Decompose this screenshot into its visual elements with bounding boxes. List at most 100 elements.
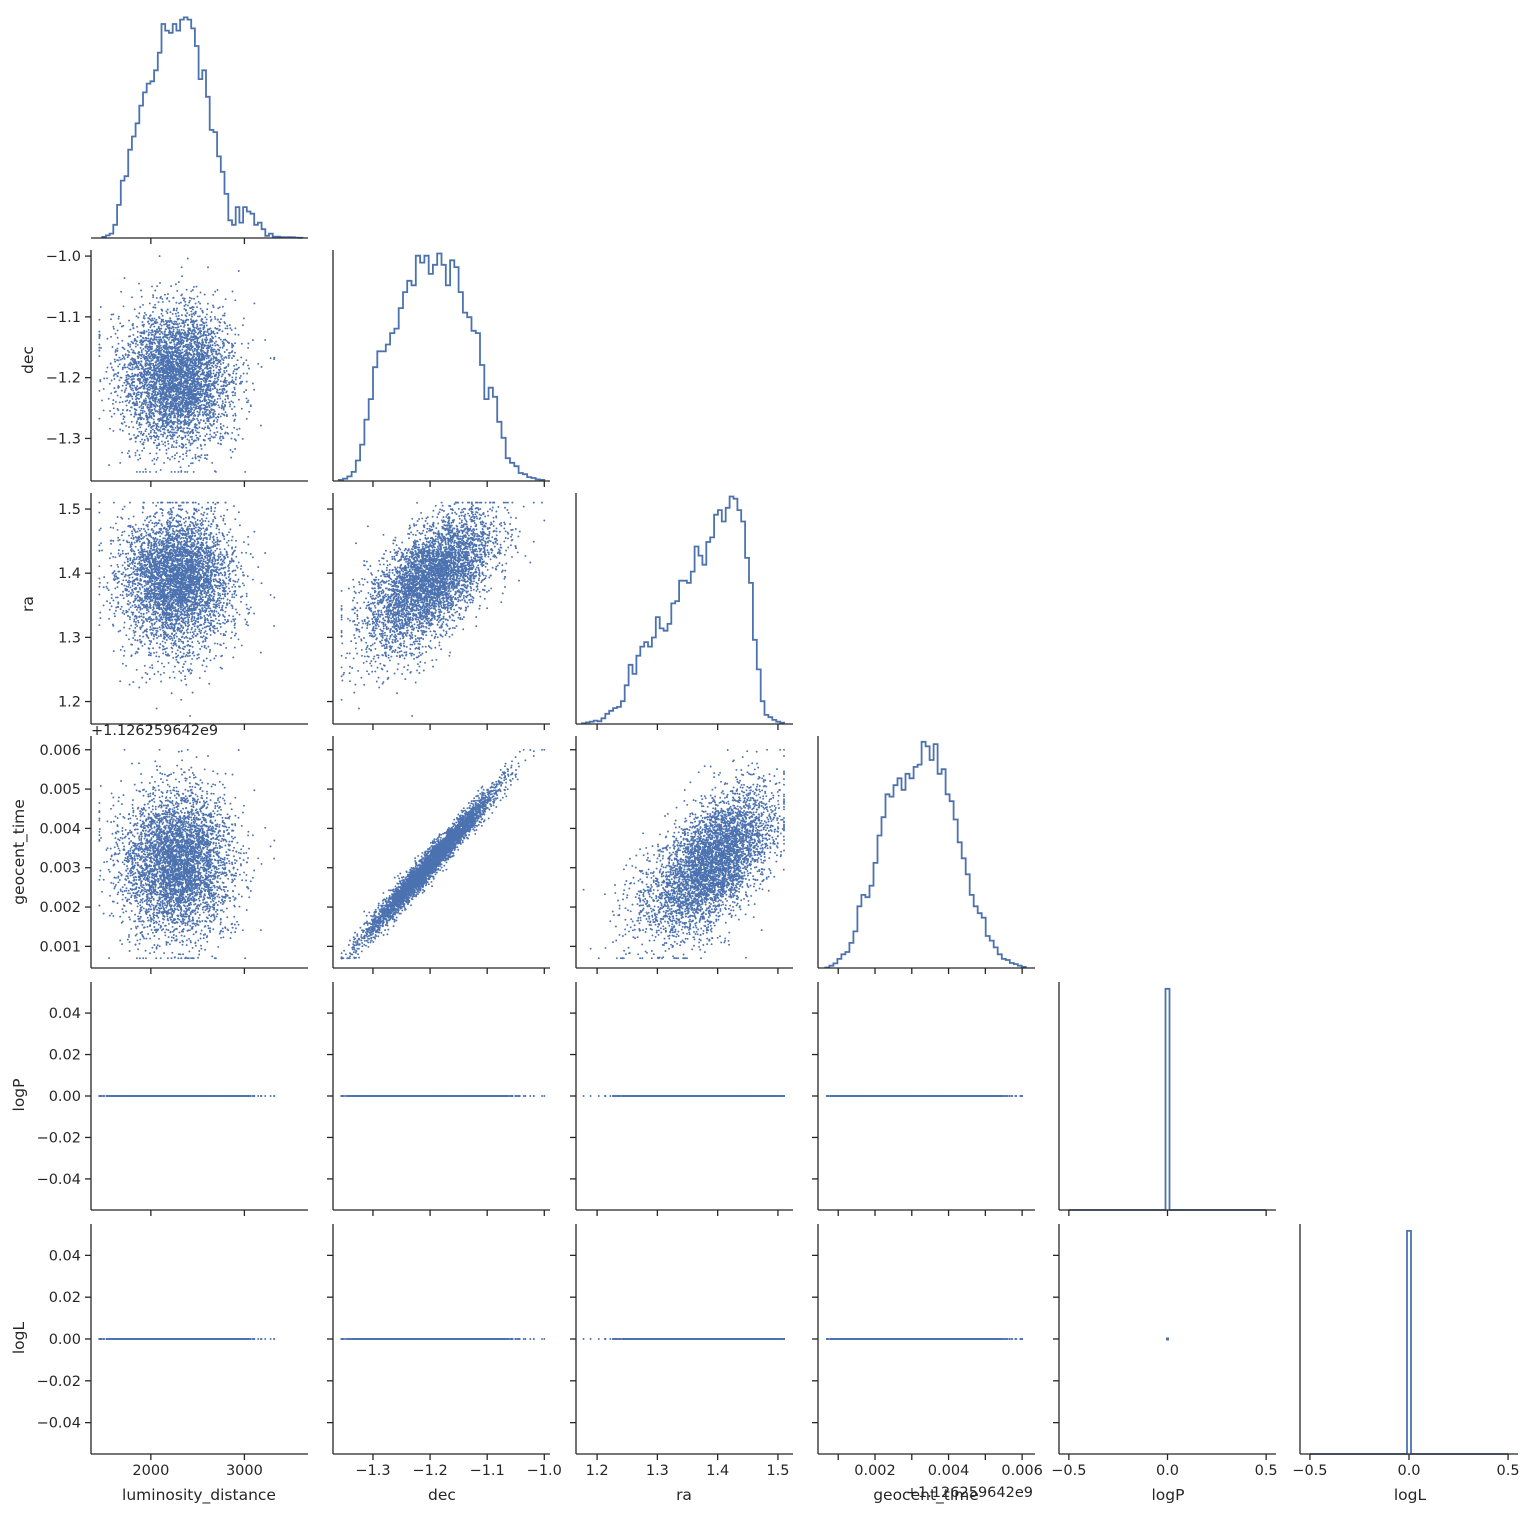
scatter-point <box>153 430 155 432</box>
scatter-point <box>148 331 150 333</box>
scatter-point <box>206 308 208 310</box>
scatter-point <box>210 316 212 318</box>
scatter-point <box>207 266 209 268</box>
scatter-point <box>212 344 214 346</box>
scatter-point <box>174 343 176 345</box>
scatter-point <box>151 348 153 350</box>
scatter-point <box>122 385 124 387</box>
scatter-point <box>139 426 141 428</box>
scatter-point <box>188 314 190 316</box>
scatter-point <box>237 359 239 361</box>
scatter-point <box>122 412 124 414</box>
scatter-point <box>196 424 198 426</box>
scatter-point <box>155 471 157 473</box>
scatter-point <box>217 419 219 421</box>
scatter-point <box>144 439 146 441</box>
scatter-point <box>233 387 235 389</box>
scatter-point <box>243 317 245 319</box>
scatter-point <box>158 301 160 303</box>
scatter-point <box>205 422 207 424</box>
scatter-point <box>178 333 180 335</box>
scatter-point <box>252 383 254 385</box>
scatter-point <box>171 456 173 458</box>
scatter-point <box>243 391 245 393</box>
scatter-point <box>176 452 178 454</box>
scatter-point <box>156 459 158 461</box>
scatter-point <box>123 305 125 307</box>
scatter-point <box>152 350 154 352</box>
scatter-point <box>128 426 130 428</box>
scatter-point <box>183 299 185 301</box>
scatter-point <box>188 465 190 467</box>
scatter-point <box>217 328 219 330</box>
scatter-point <box>167 293 169 295</box>
scatter-point <box>143 315 145 317</box>
scatter-point <box>184 324 186 326</box>
scatter-point <box>218 395 220 397</box>
scatter-point <box>206 458 208 460</box>
scatter-point <box>112 430 114 432</box>
scatter-point <box>180 378 182 380</box>
scatter-point <box>198 426 200 428</box>
scatter-point <box>171 429 173 431</box>
scatter-point <box>128 402 130 404</box>
scatter-point <box>117 329 119 331</box>
scatter-point <box>188 442 190 444</box>
scatter-point <box>129 365 131 367</box>
scatter-point <box>127 355 129 357</box>
scatter-point <box>247 364 249 366</box>
scatter-point <box>246 373 248 375</box>
scatter-point <box>125 387 127 389</box>
scatter-point <box>203 439 205 441</box>
scatter-point <box>145 398 147 400</box>
scatter-point <box>153 341 155 343</box>
scatter-point <box>200 292 202 294</box>
scatter-point <box>224 399 226 401</box>
scatter-point <box>217 345 219 347</box>
scatter-point <box>201 427 203 429</box>
scatter-point <box>162 443 164 445</box>
scatter-point <box>159 323 161 325</box>
scatter-point <box>183 334 185 336</box>
scatter-point <box>129 362 131 364</box>
scatter-point <box>135 346 137 348</box>
scatter-point <box>167 457 169 459</box>
scatter-point <box>223 370 225 372</box>
scatter-point <box>173 446 175 448</box>
scatter-point <box>184 471 186 473</box>
scatter-point <box>137 331 139 333</box>
scatter-point <box>170 438 172 440</box>
scatter-point <box>224 351 226 353</box>
scatter-point <box>150 432 152 434</box>
scatter-point <box>198 301 200 303</box>
scatter-point <box>148 386 150 388</box>
scatter-point <box>209 433 211 435</box>
scatter-point <box>231 357 233 359</box>
scatter-point <box>113 387 115 389</box>
scatter-point <box>193 406 195 408</box>
scatter-point <box>145 413 147 415</box>
scatter-point <box>207 334 209 336</box>
scatter-point <box>156 452 158 454</box>
scatter-point <box>157 388 159 390</box>
scatter-point <box>233 365 235 367</box>
scatter-point <box>154 290 156 292</box>
scatter-point <box>149 471 151 473</box>
scatter-point <box>222 390 224 392</box>
scatter-point <box>114 391 116 393</box>
scatter-point <box>142 406 144 408</box>
scatter-point <box>187 360 189 362</box>
scatter-point <box>196 418 198 420</box>
scatter-point <box>238 399 240 401</box>
scatter-point <box>137 459 139 461</box>
scatter-point <box>202 388 204 390</box>
scatter-point <box>124 391 126 393</box>
scatter-point <box>231 329 233 331</box>
scatter-point <box>234 333 236 335</box>
scatter-point <box>199 435 201 437</box>
scatter-point <box>105 371 107 373</box>
scatter-point <box>187 344 189 346</box>
scatter-point <box>150 358 152 360</box>
scatter-point <box>118 318 120 320</box>
scatter-point <box>220 368 222 370</box>
